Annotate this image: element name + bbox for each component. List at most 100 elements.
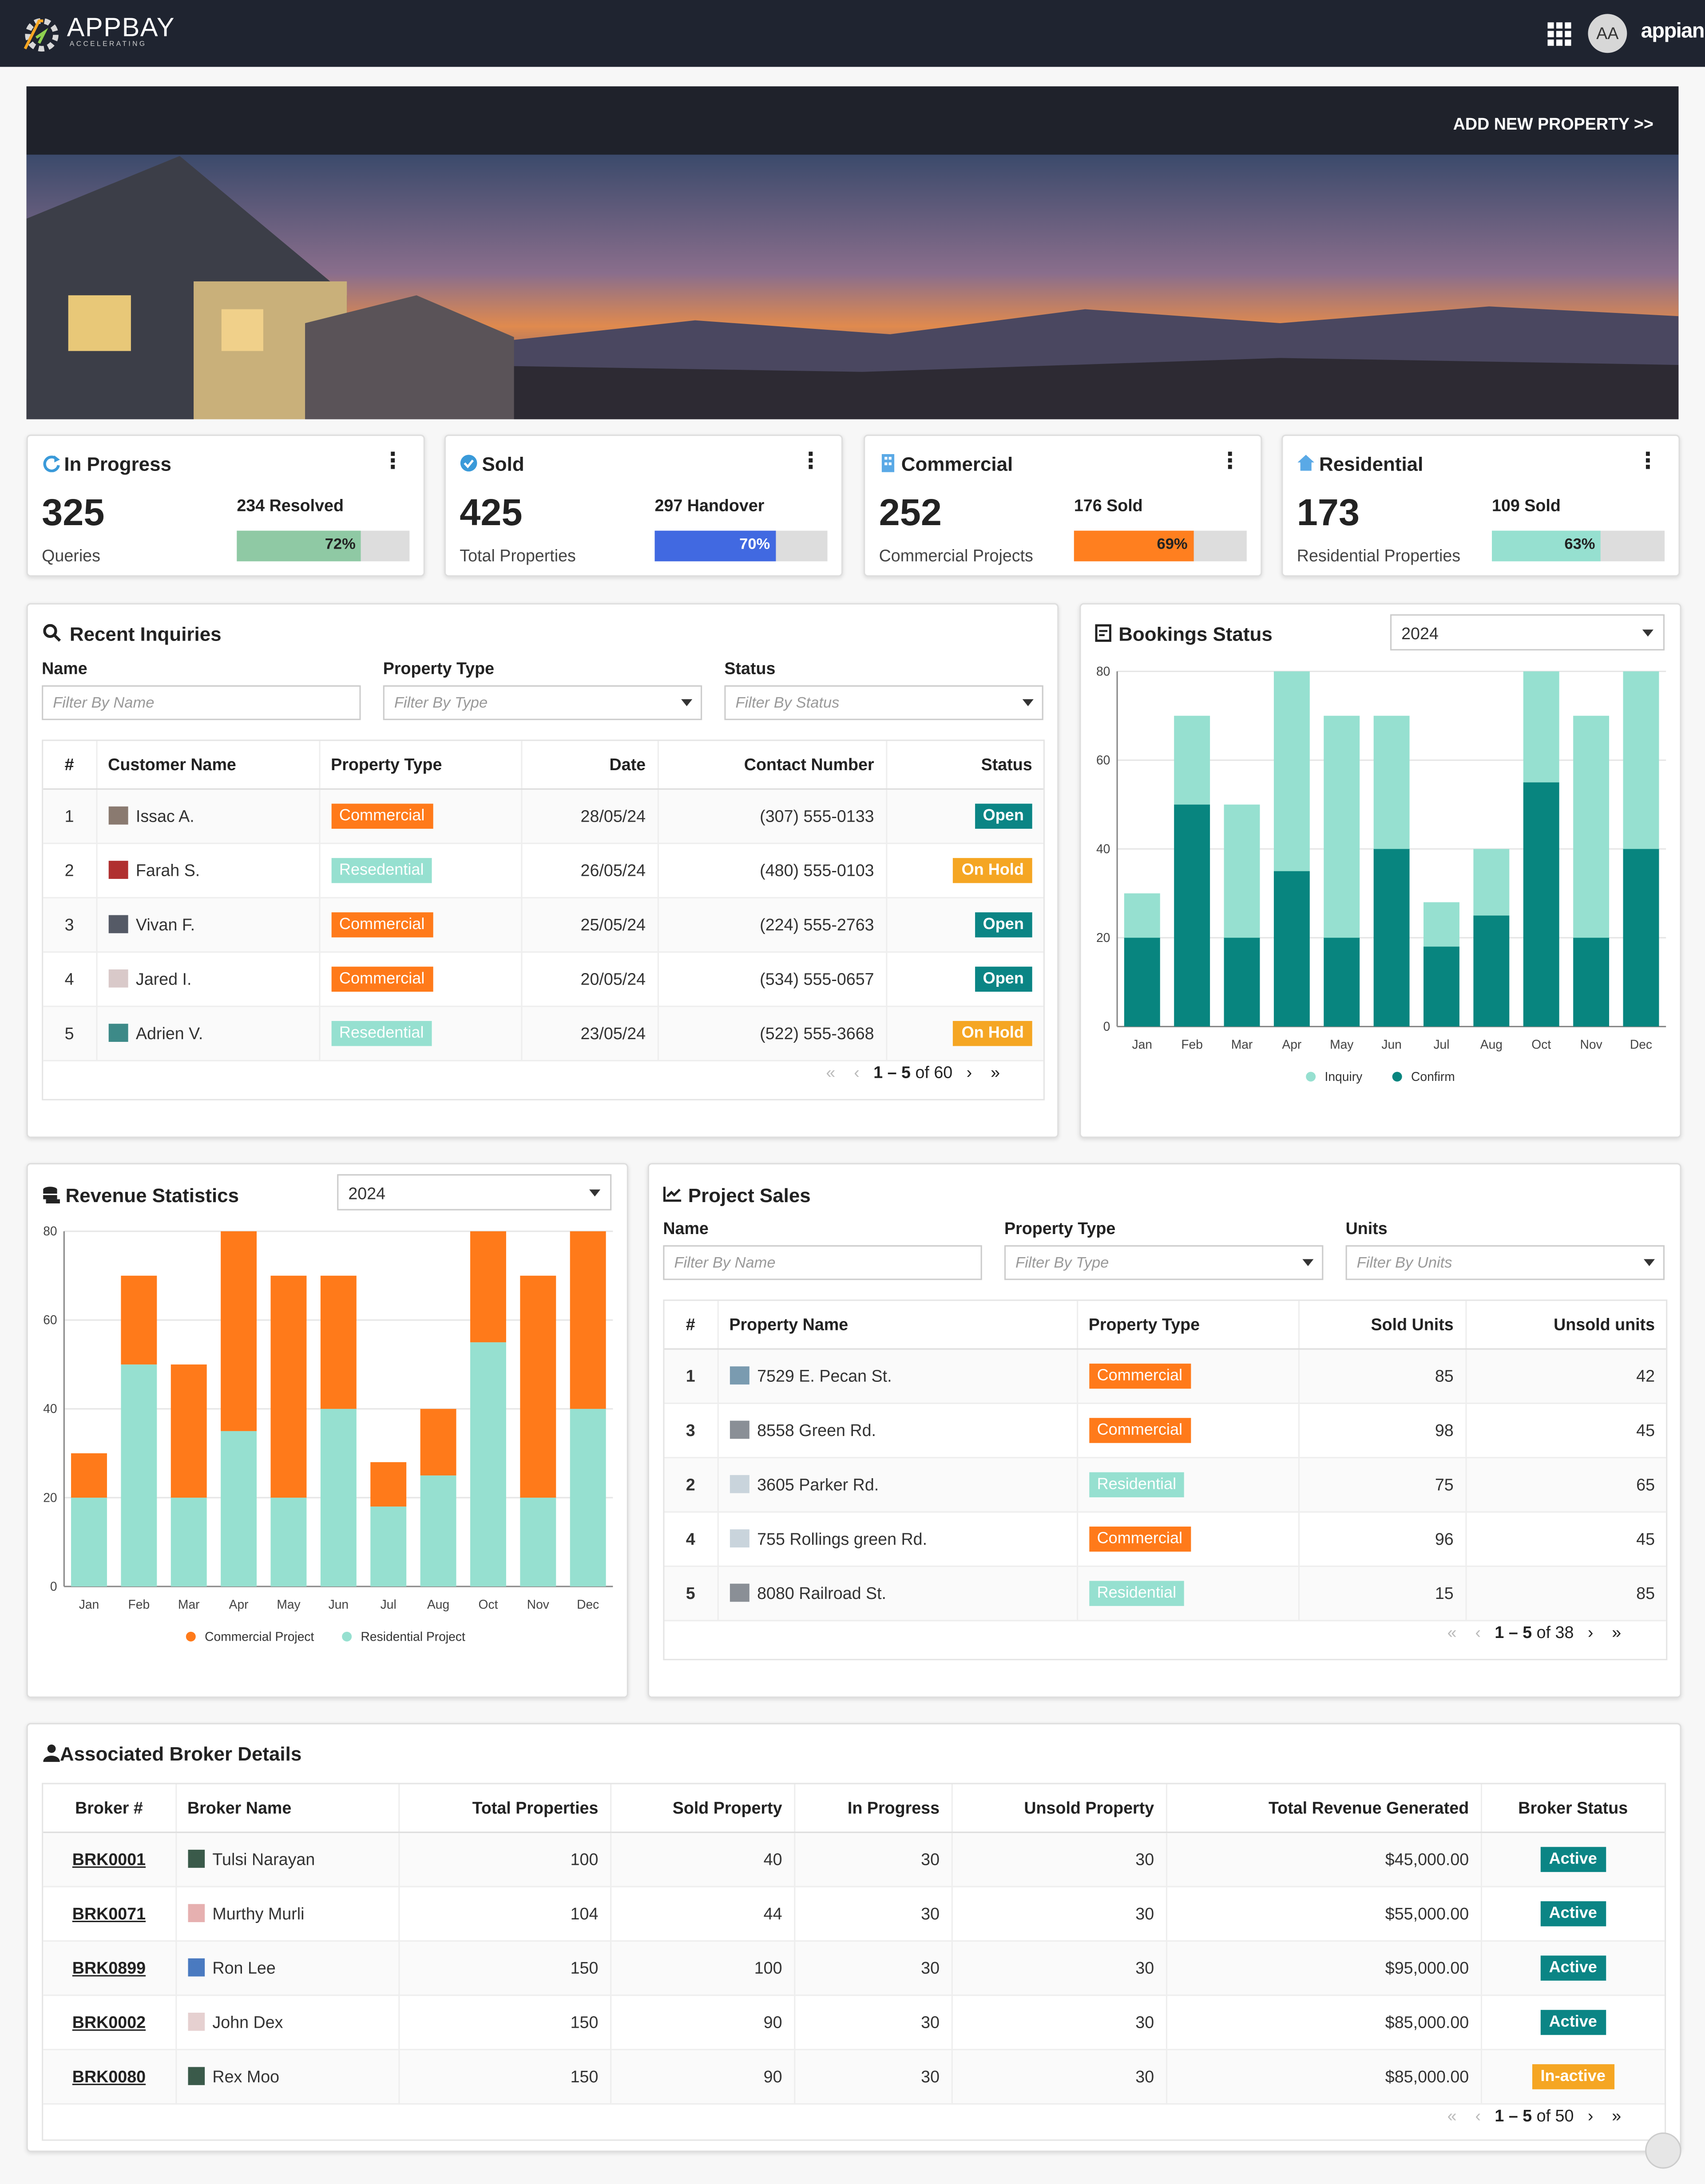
first-page-icon[interactable]: « — [826, 1063, 836, 1083]
column-header[interactable]: Property Type — [319, 741, 522, 790]
table-row[interactable]: 1 7529 E. Pecan St. Commercial 85 42 — [664, 1349, 1666, 1404]
more-vertical-icon[interactable]: ⋮ — [381, 450, 404, 474]
bar-inquiry[interactable] — [1473, 849, 1510, 916]
column-header[interactable]: Date — [521, 741, 658, 790]
feedback-icon[interactable] — [1645, 2132, 1681, 2169]
bar-commercial-project[interactable] — [370, 1462, 407, 1507]
legend-label[interactable]: Confirm — [1411, 1069, 1455, 1084]
broker-id-link[interactable]: BRK0001 — [72, 1849, 146, 1869]
bar-confirm[interactable] — [1623, 849, 1659, 1027]
next-page-icon[interactable]: › — [966, 1063, 972, 1083]
sales-units-filter-dropdown[interactable]: Filter By Units — [1345, 1245, 1665, 1280]
table-row[interactable]: BRK0002 John Dex 150 90 30 30 $85,000.00 Active — [43, 1995, 1665, 2050]
column-header[interactable]: Broker # — [43, 1784, 176, 1833]
bar-residential-project[interactable] — [420, 1475, 456, 1587]
column-header[interactable]: Property Type — [1077, 1301, 1299, 1350]
column-header[interactable]: Total Revenue Generated — [1166, 1784, 1482, 1833]
bar-residential-project[interactable] — [121, 1364, 157, 1587]
bar-confirm[interactable] — [1224, 938, 1260, 1027]
sales-type-filter-dropdown[interactable]: Filter By Type — [1004, 1245, 1324, 1280]
table-row[interactable]: BRK0899 Ron Lee 150 100 30 30 $95,000.00 Active — [43, 1941, 1665, 1996]
next-page-icon[interactable]: › — [1587, 1622, 1594, 1642]
bar-inquiry[interactable] — [1174, 716, 1210, 805]
table-row[interactable]: 2 Farah S. Resedential 26/05/24 (480) 555-01… — [43, 843, 1043, 898]
name-filter-input[interactable]: Filter By Name — [42, 685, 361, 720]
broker-id-link[interactable]: BRK0899 — [72, 1958, 146, 1978]
type-filter-dropdown[interactable]: Filter By Type — [383, 685, 702, 720]
bookings-year-select[interactable]: 2024 — [1390, 614, 1665, 651]
add-new-property-button[interactable]: ADD NEW PROPERTY >> — [1453, 114, 1653, 134]
column-header[interactable]: Broker Name — [175, 1784, 399, 1833]
table-row[interactable]: BRK0001 Tulsi Narayan 100 40 30 30 $45,000.00 A… — [43, 1832, 1665, 1887]
revenue-year-select[interactable]: 2024 — [337, 1174, 612, 1211]
column-header[interactable]: In Progress — [794, 1784, 952, 1833]
bar-confirm[interactable] — [1423, 946, 1459, 1027]
bar-inquiry[interactable] — [1523, 671, 1559, 783]
column-header[interactable]: Customer Name — [96, 741, 320, 790]
bar-confirm[interactable] — [1373, 849, 1410, 1027]
bar-inquiry[interactable] — [1224, 804, 1260, 938]
bar-confirm[interactable] — [1324, 938, 1360, 1027]
bar-inquiry[interactable] — [1423, 902, 1459, 947]
bar-residential-project[interactable] — [470, 1342, 506, 1587]
column-header[interactable]: Property Name — [717, 1301, 1078, 1350]
bar-residential-project[interactable] — [270, 1497, 307, 1587]
last-page-icon[interactable]: » — [1612, 1622, 1622, 1642]
bar-commercial-project[interactable] — [470, 1231, 506, 1342]
status-filter-dropdown[interactable]: Filter By Status — [724, 685, 1043, 720]
column-header[interactable]: Unsold units — [1465, 1301, 1666, 1350]
table-row[interactable]: BRK0071 Murthy Murli 104 44 30 30 $55,000.00 Ac… — [43, 1887, 1665, 1942]
broker-id-link[interactable]: BRK0071 — [72, 1904, 146, 1924]
bar-commercial-project[interactable] — [270, 1275, 307, 1498]
column-header[interactable]: Status — [886, 741, 1043, 790]
legend-label[interactable]: Residential Project — [361, 1629, 465, 1643]
bar-commercial-project[interactable] — [170, 1364, 207, 1498]
broker-id-link[interactable]: BRK0080 — [72, 2067, 146, 2087]
prev-page-icon[interactable]: ‹ — [1475, 2106, 1481, 2126]
more-vertical-icon[interactable]: ⋮ — [1219, 450, 1241, 474]
column-header[interactable]: Unsold Property — [951, 1784, 1167, 1833]
bar-inquiry[interactable] — [1573, 716, 1610, 938]
more-vertical-icon[interactable]: ⋮ — [1637, 450, 1659, 474]
bar-inquiry[interactable] — [1273, 671, 1310, 871]
bar-commercial-project[interactable] — [520, 1275, 556, 1498]
bar-commercial-project[interactable] — [420, 1409, 456, 1476]
last-page-icon[interactable]: » — [1612, 2106, 1622, 2126]
more-vertical-icon[interactable]: ⋮ — [799, 450, 822, 474]
column-header[interactable]: Sold Property — [610, 1784, 795, 1833]
column-header[interactable]: Broker Status — [1480, 1784, 1665, 1833]
bar-residential-project[interactable] — [320, 1409, 357, 1587]
table-row[interactable]: 4 Jared I. Commercial 20/05/24 (534) 555-065… — [43, 952, 1043, 1007]
bar-residential-project[interactable] — [570, 1409, 606, 1587]
column-header[interactable]: # — [664, 1301, 718, 1350]
broker-id-link[interactable]: BRK0002 — [72, 2013, 146, 2032]
column-header[interactable]: # — [43, 741, 97, 790]
legend-label[interactable]: Commercial Project — [205, 1629, 314, 1643]
table-row[interactable]: 5 8080 Railroad St. Residential 15 85 — [664, 1566, 1666, 1622]
bar-inquiry[interactable] — [1124, 893, 1160, 938]
sales-name-filter-input[interactable]: Filter By Name — [663, 1245, 982, 1280]
bar-commercial-project[interactable] — [121, 1275, 157, 1365]
bar-residential-project[interactable] — [520, 1497, 556, 1587]
bar-inquiry[interactable] — [1324, 716, 1360, 938]
bar-commercial-project[interactable] — [221, 1231, 257, 1431]
apps-grid-icon[interactable] — [1547, 22, 1571, 46]
table-row[interactable]: 5 Adrien V. Resedential 23/05/24 (522) 555-3… — [43, 1006, 1043, 1061]
user-avatar[interactable]: AA — [1588, 14, 1627, 53]
table-row[interactable]: 2 3605 Parker Rd. Residential 75 65 — [664, 1457, 1666, 1513]
bar-confirm[interactable] — [1273, 871, 1310, 1027]
table-row[interactable]: 3 8558 Green Rd. Commercial 98 45 — [664, 1403, 1666, 1459]
last-page-icon[interactable]: » — [991, 1063, 1000, 1083]
bar-confirm[interactable] — [1523, 782, 1559, 1027]
bar-residential-project[interactable] — [221, 1431, 257, 1587]
column-header[interactable]: Sold Units — [1298, 1301, 1466, 1350]
column-header[interactable]: Total Properties — [398, 1784, 611, 1833]
bar-confirm[interactable] — [1124, 938, 1160, 1027]
bar-confirm[interactable] — [1473, 915, 1510, 1027]
table-row[interactable]: 3 Vivan F. Commercial 25/05/24 (224) 555-276… — [43, 898, 1043, 953]
bar-commercial-project[interactable] — [320, 1275, 357, 1409]
bar-residential-project[interactable] — [170, 1497, 207, 1587]
bar-residential-project[interactable] — [71, 1497, 107, 1587]
bar-residential-project[interactable] — [370, 1506, 407, 1587]
prev-page-icon[interactable]: ‹ — [854, 1063, 860, 1083]
